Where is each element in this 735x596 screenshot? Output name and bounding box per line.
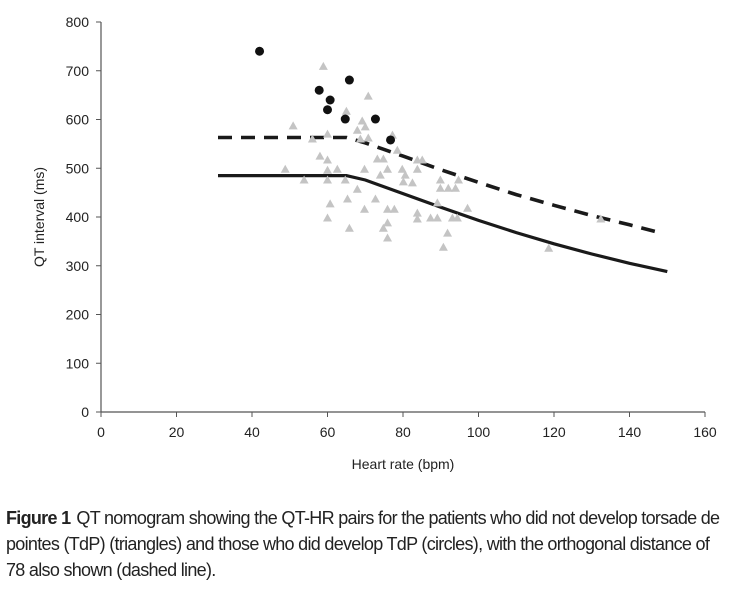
- no-tdp-triangle-point: [340, 175, 350, 184]
- no-tdp-triangle-point: [544, 243, 554, 252]
- tdp-circle-point: [386, 135, 396, 145]
- nomogram-line: [218, 174, 668, 274]
- triangle-points: [280, 61, 606, 252]
- no-tdp-triangle-point: [397, 164, 407, 173]
- no-tdp-triangle-point: [352, 125, 362, 134]
- no-tdp-triangle-point: [398, 177, 408, 186]
- no-tdp-triangle-point: [332, 164, 342, 173]
- y-tick-label: 800: [66, 14, 90, 30]
- no-tdp-triangle-point: [426, 213, 436, 222]
- no-tdp-triangle-point: [453, 175, 463, 184]
- no-tdp-triangle-point: [400, 170, 410, 179]
- no-tdp-triangle-point: [341, 106, 351, 115]
- x-tick-label: 40: [244, 424, 260, 440]
- no-tdp-triangle-point: [280, 164, 290, 173]
- tdp-circle-point: [314, 85, 324, 95]
- x-tick-label: 160: [693, 424, 717, 440]
- no-tdp-triangle-point: [432, 213, 442, 222]
- qt-nomogram-chart: 0 20 40 60 80 100 120 140 160 0 100 200 300 400 500 600…: [31, 14, 717, 472]
- y-tick-label: 500: [66, 160, 90, 176]
- no-tdp-triangle-point: [443, 228, 453, 237]
- x-tick-label: 120: [542, 424, 566, 440]
- no-tdp-triangle-point: [378, 223, 388, 232]
- no-tdp-triangle-point: [432, 198, 442, 207]
- no-tdp-triangle-point: [307, 134, 317, 143]
- y-tick-label: 100: [66, 355, 90, 371]
- x-tick-label: 60: [320, 424, 336, 440]
- tdp-circle-point: [323, 105, 332, 115]
- no-tdp-triangle-point: [443, 183, 453, 192]
- no-tdp-triangle-point: [359, 204, 369, 213]
- no-tdp-triangle-point: [288, 121, 298, 130]
- no-tdp-triangle-point: [392, 145, 402, 154]
- no-tdp-triangle-point: [383, 233, 393, 242]
- tdp-circle-point: [344, 75, 354, 85]
- no-tdp-triangle-point: [323, 129, 332, 138]
- no-tdp-triangle-point: [389, 204, 399, 213]
- curves: [218, 135, 668, 274]
- no-tdp-triangle-point: [372, 154, 382, 163]
- no-tdp-triangle-point: [383, 204, 393, 213]
- no-tdp-triangle-point: [323, 165, 332, 174]
- no-tdp-triangle-point: [370, 194, 380, 203]
- axes: 0 20 40 60 80 100 120 140 160 0 100 200 300 400 500 600…: [66, 14, 717, 440]
- y-tick-label: 200: [66, 307, 90, 323]
- no-tdp-triangle-point: [357, 116, 367, 125]
- x-tick-label: 20: [169, 424, 185, 440]
- tdp-circle-point: [370, 114, 380, 124]
- no-tdp-triangle-point: [435, 183, 445, 192]
- no-tdp-triangle-point: [352, 184, 362, 193]
- no-tdp-triangle-point: [463, 203, 473, 212]
- caption-label: Figure 1: [6, 508, 71, 528]
- y-tick-label: 700: [66, 63, 90, 79]
- no-tdp-triangle-point: [375, 170, 385, 179]
- y-axis-label: QT interval (ms): [31, 167, 47, 267]
- x-tick-label: 80: [395, 424, 411, 440]
- no-tdp-triangle-point: [315, 151, 325, 160]
- no-tdp-triangle-point: [344, 223, 354, 232]
- x-tick-label: 100: [467, 424, 491, 440]
- no-tdp-triangle-point: [325, 199, 335, 208]
- no-tdp-triangle-point: [383, 164, 393, 173]
- caption-text: QT nomogram showing the QT-HR pairs for …: [6, 508, 720, 580]
- no-tdp-triangle-point: [450, 183, 460, 192]
- y-tick-label: 600: [66, 112, 90, 128]
- no-tdp-triangle-point: [323, 155, 332, 164]
- figure-caption: Figure 1 QT nomogram showing the QT-HR pa…: [6, 505, 731, 583]
- no-tdp-triangle-point: [412, 208, 422, 217]
- x-tick-label: 140: [618, 424, 642, 440]
- no-tdp-triangle-point: [452, 213, 462, 222]
- tdp-circle-point: [255, 46, 265, 56]
- no-tdp-triangle-point: [412, 164, 422, 173]
- no-tdp-triangle-point: [407, 178, 417, 187]
- x-axis-label: Heart rate (bpm): [352, 456, 455, 472]
- tdp-circle-point: [325, 95, 335, 105]
- circle-points: [255, 46, 396, 145]
- no-tdp-triangle-point: [412, 214, 422, 223]
- no-tdp-triangle-point: [343, 194, 353, 203]
- y-tick-label: 300: [66, 258, 90, 274]
- no-tdp-triangle-point: [363, 133, 373, 142]
- no-tdp-triangle-point: [383, 218, 393, 227]
- no-tdp-triangle-point: [318, 61, 328, 70]
- no-tdp-triangle-point: [360, 122, 370, 131]
- no-tdp-triangle-point: [299, 175, 309, 184]
- y-tick-label: 0: [81, 404, 89, 420]
- no-tdp-triangle-point: [596, 214, 606, 223]
- no-tdp-triangle-point: [359, 164, 369, 173]
- no-tdp-triangle-point: [363, 91, 373, 100]
- tdp-circle-point: [340, 114, 350, 124]
- no-tdp-triangle-point: [323, 175, 332, 184]
- no-tdp-triangle-point: [378, 154, 388, 163]
- no-tdp-triangle-point: [417, 155, 427, 164]
- y-tick-label: 400: [66, 209, 90, 225]
- no-tdp-triangle-point: [435, 175, 445, 184]
- no-tdp-triangle-point: [323, 213, 332, 222]
- no-tdp-triangle-point: [355, 134, 365, 143]
- x-tick-label: 0: [97, 424, 105, 440]
- no-tdp-triangle-point: [438, 242, 448, 251]
